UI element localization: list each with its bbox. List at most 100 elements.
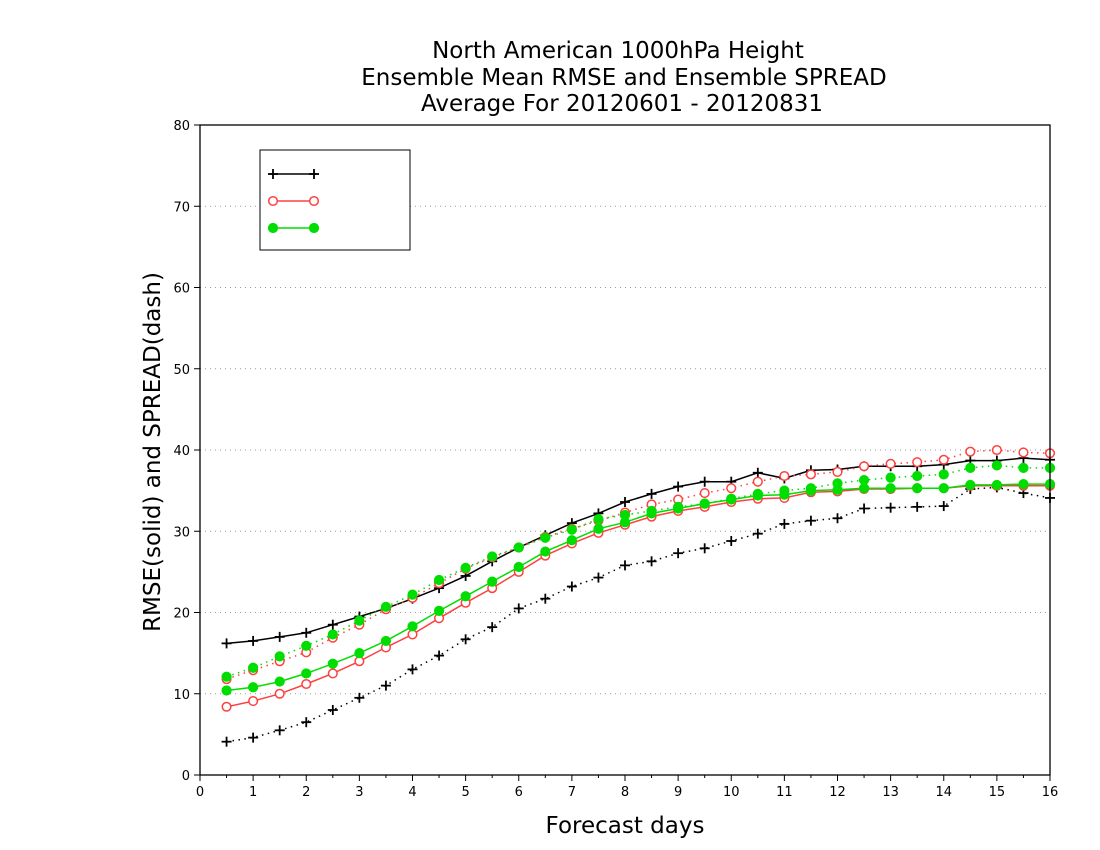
- series-3-rmse-point: [221, 685, 232, 696]
- series-1-spread-point: [301, 717, 312, 728]
- y-tick-label: 70: [173, 200, 190, 215]
- series-3-spread-point: [513, 542, 524, 553]
- series-3-spread-line: [226, 464, 1050, 678]
- series-2-rmse-points: [221, 480, 1056, 712]
- series-3-spread-point: [248, 662, 259, 673]
- legend: [259, 149, 411, 251]
- series-3-spread-point: [1018, 462, 1029, 473]
- series-3-rmse-point: [540, 546, 551, 557]
- series-1-rmse-point: [620, 497, 630, 507]
- series-1-spread-point: [779, 518, 790, 529]
- series-1-spread-point: [646, 556, 657, 567]
- series-2-spread-point: [779, 470, 790, 482]
- x-tick-label: 4: [408, 785, 416, 800]
- legend-marker-2: [308, 195, 320, 207]
- series-1-spread-point: [274, 725, 285, 736]
- series-1-spread-point: [699, 543, 710, 554]
- series-3-spread-point: [566, 524, 577, 535]
- x-tick-label: 13: [882, 785, 899, 800]
- grid-lines: [200, 205, 1050, 695]
- y-tick-label: 60: [173, 282, 190, 297]
- series-1-spread-point: [248, 732, 259, 743]
- series-3-rmse-point: [354, 648, 365, 659]
- series-2-rmse-point: [301, 678, 312, 690]
- series-3-rmse-point: [752, 490, 763, 501]
- x-tick-label: 7: [568, 785, 576, 800]
- series-2-rmse-point: [274, 688, 285, 699]
- series-3-rmse-point: [858, 483, 870, 494]
- series-1-rmse-point: [673, 481, 684, 492]
- x-tick-label: 0: [196, 785, 204, 800]
- series-1-rmse-point: [646, 488, 657, 499]
- series-3-spread-points: [221, 460, 1056, 682]
- y-tick-label: 10: [173, 688, 190, 703]
- axis-ticks: [194, 124, 1051, 781]
- series-3-spread-point: [274, 651, 285, 662]
- series-1-rmse-point: [221, 638, 232, 649]
- title-line-3: Average For 20120601 - 20120831: [421, 91, 823, 117]
- legend-entries: [267, 169, 320, 234]
- series-1-spread-point: [540, 593, 551, 604]
- series-3-rmse-point: [1018, 479, 1029, 490]
- series-2-spread-point: [726, 483, 737, 494]
- series-3-spread-point: [460, 562, 471, 573]
- series-3-rmse-point: [673, 503, 684, 514]
- series-1-spread-point: [912, 501, 923, 512]
- series-3-spread-point: [540, 532, 551, 543]
- y-tick-labels: 0 10 20 30 40 50 60 70 80: [173, 119, 190, 784]
- series-1-spread-point: [487, 622, 498, 633]
- series-1-spread-point: [513, 603, 524, 614]
- legend-box: [259, 149, 411, 251]
- y-axis-title: RMSE(solid) and SPREAD(dash): [140, 272, 166, 632]
- series-3-spread-point: [380, 601, 392, 612]
- series-1-rmse-point: [274, 631, 285, 642]
- series-3-rmse-point: [248, 682, 259, 693]
- series-3-rmse-point: [965, 479, 976, 491]
- x-axis-title: Forecast days: [546, 813, 705, 839]
- series-3-rmse-points: [221, 479, 1056, 696]
- series-2-spread-points: [221, 444, 1056, 685]
- series-3-rmse-point: [407, 621, 418, 632]
- series-3-spread-point: [354, 615, 365, 626]
- series-3-spread-point: [407, 589, 418, 600]
- y-tick-label: 20: [173, 607, 190, 622]
- series-3-spread-point: [991, 460, 1002, 471]
- series-1-rmse-point: [699, 476, 710, 487]
- series-3-rmse-point: [699, 498, 710, 509]
- series-3-rmse-point: [460, 591, 471, 602]
- title-line-2: Ensemble Mean RMSE and Ensemble SPREAD: [361, 65, 886, 91]
- series-2-rmse-point: [327, 668, 338, 679]
- series-2-spread-point: [912, 457, 923, 468]
- x-tick-label: 3: [355, 785, 363, 800]
- series-1-spread-point: [434, 650, 445, 661]
- series-3-rmse-point: [832, 484, 843, 495]
- series-1-spread-point: [938, 501, 949, 512]
- series-3-spread-point: [912, 470, 923, 482]
- series-3-rmse-line: [226, 483, 1050, 692]
- series-1-spread-point: [380, 680, 391, 691]
- y-tick-label: 30: [173, 525, 190, 540]
- series-1-spread-point: [673, 548, 684, 559]
- series-1-rmse-point: [327, 619, 338, 630]
- chart-title: North American 1000hPa Height Ensemble M…: [361, 38, 886, 117]
- legend-marker-3: [308, 222, 320, 234]
- series-2-spread-point: [938, 454, 949, 465]
- x-tick-label: 5: [461, 785, 469, 800]
- series-3-rmse-point: [301, 668, 312, 679]
- series-3-spread-point: [487, 551, 498, 562]
- series-3-spread-point: [301, 640, 312, 651]
- legend-marker-3: [267, 222, 279, 234]
- series-2-rmse-point: [248, 696, 259, 707]
- series-3-rmse-point: [380, 635, 392, 647]
- series-3-rmse-point: [779, 489, 790, 500]
- series-3-spread-point: [965, 462, 976, 473]
- x-tick-label: 11: [776, 785, 793, 800]
- series-1-spread-point: [620, 560, 630, 571]
- legend-marker-2: [267, 195, 279, 207]
- series-3-rmse-point: [513, 561, 524, 573]
- series-3-rmse-point: [327, 658, 338, 669]
- plot-frame: [199, 124, 1051, 776]
- series-2-spread-point: [991, 444, 1002, 456]
- series-1-rmse-points: [221, 453, 1055, 649]
- title-line-1: North American 1000hPa Height: [432, 38, 804, 64]
